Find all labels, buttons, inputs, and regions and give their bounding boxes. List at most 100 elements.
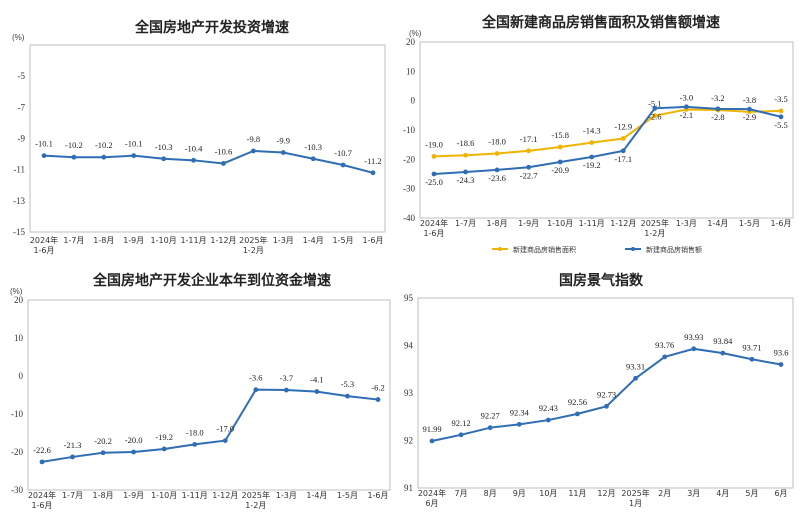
- x-tick-label: 7月: [455, 489, 468, 498]
- y-tick-label: -13: [13, 196, 25, 206]
- data-label: -3.2: [711, 93, 724, 103]
- data-point: [370, 170, 376, 176]
- data-point: [429, 438, 435, 444]
- data-point: [345, 393, 350, 399]
- data-point: [662, 354, 668, 360]
- unit-label: (%): [409, 29, 422, 38]
- data-point: [778, 108, 784, 114]
- data-label: -3.7: [280, 373, 293, 383]
- data-point: [620, 136, 626, 141]
- data-point: [283, 387, 289, 393]
- data-label: -24.3: [457, 175, 475, 185]
- data-point: [494, 151, 500, 156]
- x-tick-label: 2024年 1-6月: [420, 218, 448, 238]
- chart-title: 全国房地产开发企业本年到位资金增速: [92, 272, 331, 289]
- x-tick-label: 4月: [716, 489, 729, 498]
- x-tick-label: 1-5月: [333, 236, 354, 245]
- data-point: [575, 411, 580, 417]
- chart-panel-investment: 全国房地产开发投资增速 (%) -5 -7 -9 -11 -13 -15 2024年 1-6月…: [12, 19, 386, 255]
- data-label: -10.7: [334, 148, 352, 158]
- plot-frame: [419, 41, 794, 219]
- data-point: [747, 106, 752, 112]
- y-tick-label: 92: [404, 436, 413, 446]
- data-point: [161, 156, 167, 162]
- data-point: [720, 350, 726, 356]
- data-point: [191, 157, 196, 163]
- plot-area: 20 10 0 -10 -20 -30 2024年 1-6月 1-7月 1-8月 1-9月 1-10月…: [11, 295, 391, 510]
- y-tick-label: 0: [19, 371, 24, 381]
- data-label: -10.4: [185, 143, 203, 153]
- data-point: [431, 171, 437, 177]
- data-label: -17.1: [614, 154, 632, 164]
- y-tick-label: 20: [14, 295, 24, 305]
- data-label: -10.1: [125, 139, 143, 149]
- x-tick-label: 1-4月: [303, 236, 324, 245]
- x-tick-label: 1-7月: [63, 236, 84, 245]
- data-point: [131, 449, 137, 455]
- data-point: [221, 161, 226, 166]
- data-label: -4.1: [310, 375, 323, 385]
- data-label: -18.6: [457, 138, 475, 148]
- data-point: [463, 152, 468, 158]
- data-point: [494, 167, 500, 173]
- data-label: -2.6: [648, 111, 661, 121]
- x-tick-label: 1-10月: [151, 491, 177, 500]
- data-point: [192, 442, 198, 447]
- x-tick-label: 1-9月: [518, 219, 539, 228]
- x-tick-label: 1-11月: [180, 236, 206, 245]
- data-label: -2.1: [680, 110, 693, 120]
- data-label: -20.9: [551, 165, 569, 175]
- data-point: [71, 154, 77, 160]
- y-tick-label: 10: [406, 66, 416, 76]
- series-line: [43, 149, 374, 174]
- chart-title: 全国新建商品房销售面积及销售额增速: [481, 14, 720, 31]
- data-point: [633, 375, 638, 381]
- x-tick-label: 1-9月: [123, 236, 144, 245]
- y-tick-label: -7: [18, 102, 26, 112]
- data-point: [375, 397, 381, 402]
- data-point: [70, 454, 75, 460]
- y-tick-label: 91: [404, 483, 413, 493]
- data-point: [100, 450, 106, 456]
- data-point: [620, 148, 626, 154]
- data-label: -10.1: [35, 139, 53, 149]
- y-tick-label: -40: [403, 213, 415, 223]
- data-point: [516, 421, 522, 427]
- data-point: [683, 104, 689, 110]
- y-tick-label: -10: [403, 125, 415, 135]
- data-label: -2.9: [743, 112, 756, 122]
- data-label: -25.0: [425, 177, 443, 187]
- data-label: -3.6: [249, 373, 262, 383]
- x-tick-label: 1-3月: [273, 236, 294, 245]
- data-label: 92.34: [510, 407, 530, 417]
- data-label: -23.6: [488, 173, 506, 183]
- y-tick-label: -10: [11, 409, 23, 419]
- x-tick-label: 1-6月: [362, 236, 383, 245]
- unit-label: (%): [10, 287, 23, 296]
- x-tick-label: 2025年 1-2月: [239, 235, 267, 255]
- y-tick-label: -5: [18, 71, 26, 81]
- data-label: -3.5: [774, 94, 787, 104]
- x-tick-label: 1-6月: [770, 219, 791, 228]
- data-label: -10.3: [304, 142, 322, 152]
- data-label: -10.2: [65, 140, 83, 150]
- data-label: -11.2: [364, 156, 381, 166]
- x-tick-label: 1-3月: [276, 491, 297, 500]
- data-label: -18.0: [488, 136, 506, 146]
- series-line: [433, 105, 782, 175]
- legend-marker: [631, 247, 635, 251]
- x-tick-label: 2025年 1-2月: [242, 490, 270, 510]
- plot-frame: [27, 299, 391, 491]
- plot-frame: [29, 44, 386, 233]
- data-label: 92.56: [568, 397, 587, 407]
- data-point: [557, 159, 563, 165]
- data-label: -10.6: [215, 146, 233, 156]
- data-point: [545, 417, 551, 423]
- data-label: 92.73: [597, 389, 616, 399]
- data-point: [526, 164, 532, 170]
- plot-area: -5 -7 -9 -11 -13 -15 2024年 1-6月 1-7月 1-8月 1-9月 1-10…: [13, 44, 386, 255]
- plot-area: 20 10 0 -10 -20 -30 -40 2024年 1-6月 1-7月 1-8月 1-9月 1-…: [403, 37, 794, 254]
- x-tick-label: 8月: [484, 489, 497, 498]
- y-tick-label: 10: [14, 333, 24, 343]
- data-point: [715, 106, 721, 112]
